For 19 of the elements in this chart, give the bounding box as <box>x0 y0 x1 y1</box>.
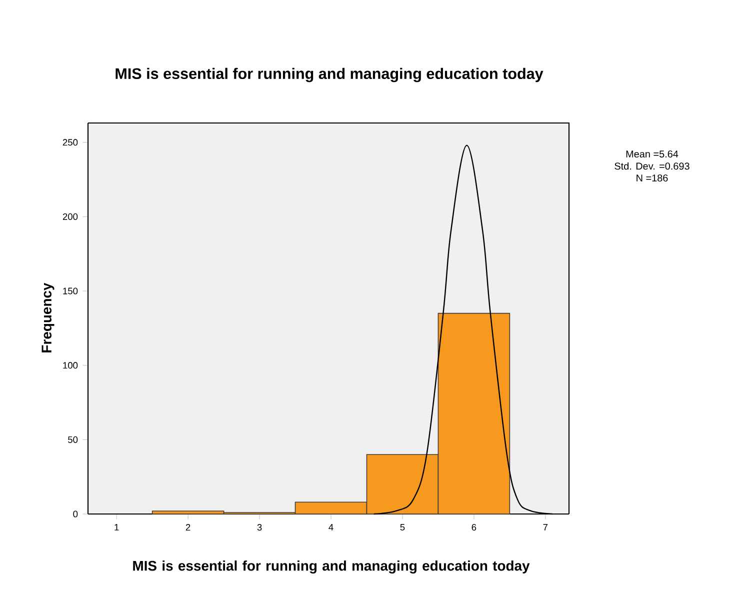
y-tick-label: 200 <box>62 213 78 220</box>
text: Mean =5.64 <box>626 150 678 158</box>
y-tick-label: 50 <box>68 436 78 443</box>
x-tick-label: 6 <box>472 524 476 531</box>
y-tick-label: 0 <box>73 510 78 518</box>
y-tick-label: 150 <box>63 288 78 294</box>
x-tick-label: 2 <box>186 524 190 530</box>
x-axis-title: MIS is essential for running and managing education today <box>133 560 530 574</box>
y-tick-label: 250 <box>62 139 78 146</box>
x-tick-label: 7 <box>543 524 548 530</box>
x-tick-label: 5 <box>400 524 405 530</box>
x-tick-label: 4 <box>328 524 334 530</box>
text: N =186 <box>636 174 668 182</box>
x-tick-label: 1 <box>114 524 119 530</box>
text: Std. Dev. =0.693 <box>614 162 690 170</box>
y-tick-label: 100 <box>63 362 78 369</box>
x-tick-label: 3 <box>257 524 262 531</box>
chart-title: MIS is essential for running and managing education today <box>116 68 544 82</box>
y-axis-title: Frequency <box>42 282 54 352</box>
